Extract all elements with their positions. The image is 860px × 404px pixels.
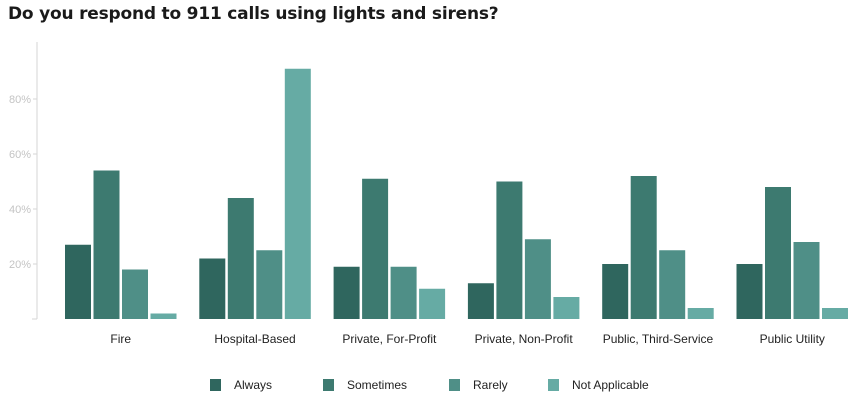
legend-swatch <box>210 379 221 391</box>
chart-title: Do you respond to 911 calls using lights… <box>8 4 499 24</box>
bar <box>390 266 417 319</box>
bar <box>419 288 446 319</box>
bar <box>122 269 148 319</box>
bar <box>822 308 848 319</box>
bar <box>227 198 254 319</box>
y-tick-label: 60% <box>9 149 31 161</box>
bar <box>65 244 91 319</box>
bar <box>93 170 120 319</box>
x-category-label: Private, For-Profit <box>342 332 437 346</box>
bar <box>256 250 283 319</box>
bar <box>602 264 629 319</box>
bar <box>687 308 714 319</box>
bar <box>333 266 360 319</box>
bar <box>150 313 177 319</box>
x-category-label: Fire <box>110 332 131 346</box>
bar <box>467 283 494 319</box>
bar <box>553 297 580 319</box>
legend-swatch <box>548 379 559 391</box>
y-tick-label: 80% <box>9 94 31 106</box>
bar <box>659 250 686 319</box>
x-category-label: Hospital-Based <box>214 332 295 346</box>
legend-swatch <box>323 379 334 391</box>
legend-label: Rarely <box>473 378 508 392</box>
x-category-label: Private, Non-Profit <box>475 332 574 346</box>
legend-label: Not Applicable <box>572 378 649 392</box>
x-category-label: Public Utility <box>760 332 825 346</box>
bar <box>765 187 791 319</box>
legend-label: Always <box>234 378 272 392</box>
bar <box>736 264 763 319</box>
bar <box>524 239 551 319</box>
bar <box>284 68 311 319</box>
legend-label: Sometimes <box>347 378 407 392</box>
bar <box>496 181 523 319</box>
y-tick-label: 40% <box>9 204 31 216</box>
x-category-label: Public, Third-Service <box>603 332 714 346</box>
bar <box>362 178 389 319</box>
bar <box>793 242 820 319</box>
legend-swatch <box>449 379 460 391</box>
bar <box>199 258 226 319</box>
bar <box>630 176 657 319</box>
y-tick-label: 20% <box>9 259 31 271</box>
